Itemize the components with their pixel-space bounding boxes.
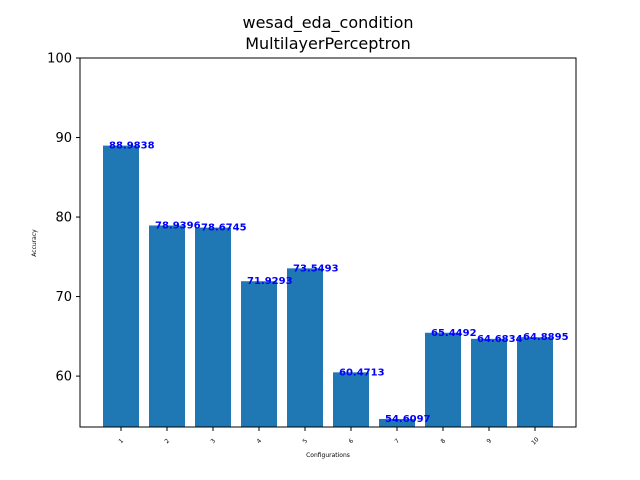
x-tick-label: 7 xyxy=(394,437,402,445)
bar xyxy=(333,372,369,427)
bar xyxy=(471,338,507,427)
data-label: 64.6834 xyxy=(477,334,523,345)
x-tick-label: 8 xyxy=(440,437,448,445)
bar xyxy=(379,418,415,427)
ticks-group: 60 70 80 90 100 1 2 3 4 5 6 7 8 9 10 xyxy=(47,52,540,447)
bars-group xyxy=(103,145,553,427)
data-label: 65.4492 xyxy=(431,328,477,339)
bar xyxy=(195,227,231,427)
bar xyxy=(287,268,323,427)
y-tick-label: 100 xyxy=(47,52,72,67)
x-tick-label: 9 xyxy=(486,437,494,445)
chart-title-line-2: MultilayerPerceptron xyxy=(245,34,411,53)
x-tick-label: 10 xyxy=(530,436,540,446)
data-label: 64.8895 xyxy=(523,332,569,343)
y-tick-label: 60 xyxy=(55,370,72,385)
x-tick-label: 4 xyxy=(256,437,264,445)
data-label: 54.6097 xyxy=(385,414,431,425)
data-label: 71.9293 xyxy=(247,276,293,287)
plot-frame xyxy=(79,57,577,428)
x-tick-label: 6 xyxy=(348,437,356,445)
x-axis-label: Configurations xyxy=(306,452,350,459)
x-tick-label: 5 xyxy=(302,437,310,445)
y-tick-label: 90 xyxy=(55,131,72,146)
bar xyxy=(425,332,461,427)
data-label: 88.9838 xyxy=(109,141,155,152)
bar xyxy=(149,225,185,427)
bar xyxy=(517,337,553,427)
x-tick-label: 2 xyxy=(164,437,172,445)
x-tick-label: 3 xyxy=(210,437,218,445)
bar xyxy=(103,145,139,427)
data-label: 73.5493 xyxy=(293,263,339,274)
chart-title-line-1: wesad_eda_condition xyxy=(242,13,413,33)
y-tick-label: 80 xyxy=(55,211,72,226)
data-label: 78.6745 xyxy=(201,223,247,234)
bar xyxy=(241,281,277,427)
y-axis-label: Accuracy xyxy=(31,229,38,257)
x-tick-label: 1 xyxy=(118,437,126,445)
data-label: 78.9396 xyxy=(155,220,201,231)
data-label: 60.4713 xyxy=(339,367,385,378)
y-tick-label: 70 xyxy=(55,290,72,305)
